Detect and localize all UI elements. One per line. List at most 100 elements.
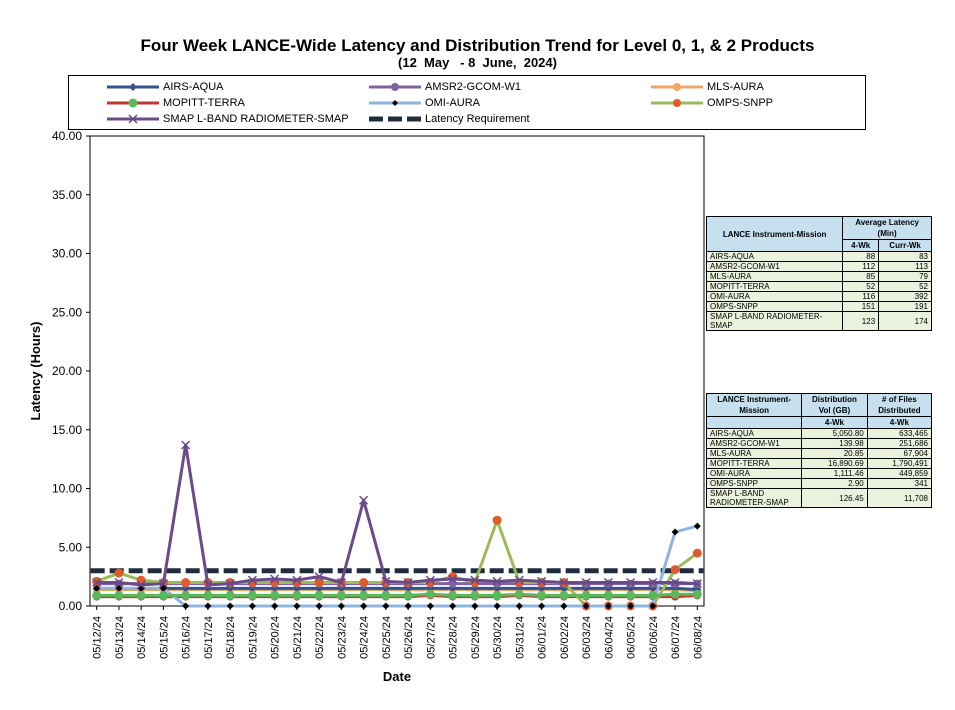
legend-swatch-omi (369, 100, 421, 106)
data-point-green-base (225, 590, 235, 600)
data-point-smap-l-band-radiometer-smap (203, 580, 213, 590)
row-name: MOPITT-TERRA (705, 458, 803, 469)
row-files: 1,790,491 (866, 458, 933, 469)
data-point-omps-snpp (359, 578, 369, 587)
data-point-green-base (448, 590, 458, 600)
table-row: SMAP L-BAND RADIOMETER-SMAP 126.45 11,708 (705, 488, 933, 508)
data-point-omi-aura (426, 602, 434, 610)
row-name: OMI-AURA (705, 291, 844, 302)
legend-swatch-smap (107, 114, 159, 124)
data-point-omi-aura (671, 528, 679, 536)
dist-header-files: # of Files Distributed (866, 393, 933, 417)
data-point-omi-aura (538, 602, 546, 610)
distribution-table: LANCE Instrument-Mission Distribution Vo… (705, 393, 933, 508)
row-files: 251,686 (866, 438, 933, 449)
row-files: 67,904 (866, 448, 933, 459)
data-point-smap-l-band-radiometer-smap (314, 572, 324, 582)
row-files: 633,465 (866, 428, 933, 439)
data-point-omi-aura (337, 602, 345, 610)
data-point-omi-aura (293, 602, 301, 610)
legend: AIRS-AQUA AMSR2-GCOM-W1 MLS-AURA MOPITT-… (68, 75, 866, 130)
data-point-omi-aura (693, 522, 701, 530)
data-point-smap-l-band-radiometer-smap (247, 575, 257, 585)
x-tick-label: 05/28/24 (448, 616, 460, 659)
table-row: MOPITT-TERRA 52 52 (705, 281, 932, 292)
y-tick-label: 0.00 (59, 599, 83, 613)
table-row: AMSR2-GCOM-W1 139.98 251,686 (705, 438, 933, 449)
row-volume: 139.98 (801, 438, 868, 449)
x-tick-label: 05/19/24 (247, 616, 259, 659)
data-point-omi-aura (93, 584, 101, 592)
data-point-omi-aura (182, 602, 190, 610)
y-tick-label: 5.00 (59, 540, 83, 554)
data-point-green-base (114, 590, 124, 600)
x-tick-label: 05/20/24 (270, 616, 282, 659)
series-line-smap-l-band-radiometer-smap (96, 443, 698, 587)
row-4wk: 85 (842, 271, 880, 282)
data-point-smap-l-band-radiometer-smap (537, 576, 547, 586)
series-line-green-base (96, 592, 698, 597)
y-axis-title: Latency (Hours) (28, 322, 43, 421)
data-point-green-base (336, 590, 346, 600)
row-name: MLS-AURA (705, 448, 803, 459)
data-point-green-base (581, 590, 591, 600)
data-point-omi-aura (449, 602, 457, 610)
row-name: AMSR2-GCOM-W1 (705, 261, 844, 272)
row-name: AIRS-AQUA (705, 428, 803, 439)
x-tick-label: 05/17/24 (203, 616, 215, 659)
row-volume: 20.85 (801, 448, 868, 459)
data-point-omi-aura (226, 602, 234, 610)
x-tick-label: 05/21/24 (292, 616, 304, 659)
row-name: SMAP L-BAND RADIOMETER-SMAP (705, 488, 803, 508)
table-row: MOPITT-TERRA 16,890.69 1,790,491 (705, 458, 933, 469)
legend-swatch-requirement (369, 116, 421, 122)
row-files: 11,708 (866, 488, 933, 508)
data-point-omi-aura (604, 602, 612, 610)
table-row: MLS-AURA 85 79 (705, 271, 932, 282)
x-tick-label: 05/25/24 (381, 616, 393, 659)
x-tick-label: 05/29/24 (470, 616, 482, 659)
data-point-green-base (692, 589, 702, 599)
data-point-omps-snpp (692, 548, 702, 558)
dist-header-volume: Distribution Vol (GB) (801, 393, 868, 417)
legend-label-amsr2: AMSR2-GCOM-W1 (425, 81, 521, 93)
data-point-smap-l-band-radiometer-smap (270, 574, 280, 584)
data-point-omi-aura (582, 602, 590, 610)
data-point-smap-l-band-radiometer-smap (514, 575, 524, 585)
data-point-omi-aura (471, 602, 479, 610)
legend-label-mls: MLS-AURA (707, 81, 764, 93)
legend-swatch-mopitt (107, 98, 159, 108)
x-tick-label: 05/31/24 (514, 616, 526, 659)
data-point-smap-l-band-radiometer-smap (670, 577, 680, 588)
data-point-green-base (470, 590, 480, 600)
data-point-green-base (492, 590, 502, 600)
row-volume: 16,890.69 (801, 458, 868, 469)
data-point-smap-l-band-radiometer-smap (359, 495, 369, 505)
table-row: OMPS-SNPP 151 191 (705, 301, 932, 312)
data-point-green-base (247, 590, 257, 600)
average-latency-table: LANCE Instrument-Mission Average Latency… (705, 216, 932, 331)
x-tick-label: 05/26/24 (403, 616, 415, 659)
row-files: 341 (866, 478, 933, 489)
data-point-omi-aura (159, 584, 167, 592)
legend-label-omi: OMI-AURA (425, 97, 480, 109)
row-name: AMSR2-GCOM-W1 (705, 438, 803, 449)
chart-title: Four Week LANCE-Wide Latency and Distrib… (140, 36, 815, 55)
row-name: SMAP L-BAND RADIOMETER-SMAP (705, 311, 844, 331)
y-tick-label: 30.00 (52, 247, 82, 261)
data-point-omi-aura (115, 584, 123, 592)
data-point-smap-l-band-radiometer-smap (136, 580, 146, 590)
data-point-smap-l-band-radiometer-smap (603, 577, 613, 588)
data-point-green-base (92, 590, 102, 600)
row-name: AIRS-AQUA (705, 251, 844, 262)
table-row: AMSR2-GCOM-W1 112 113 (705, 261, 932, 272)
data-point-smap-l-band-radiometer-smap (470, 575, 480, 585)
latency-header-average: Average Latency (Min) (842, 216, 932, 240)
data-point-smap-l-band-radiometer-smap (403, 577, 413, 588)
series-line-omi-aura (96, 524, 698, 608)
row-4wk: 123 (842, 311, 880, 331)
data-point-smap-l-band-radiometer-smap (381, 576, 391, 586)
table-row: SMAP L-BAND RADIOMETER-SMAP 123 174 (705, 311, 932, 331)
x-tick-label: 06/06/24 (648, 616, 660, 659)
x-tick-label: 05/13/24 (114, 616, 126, 659)
